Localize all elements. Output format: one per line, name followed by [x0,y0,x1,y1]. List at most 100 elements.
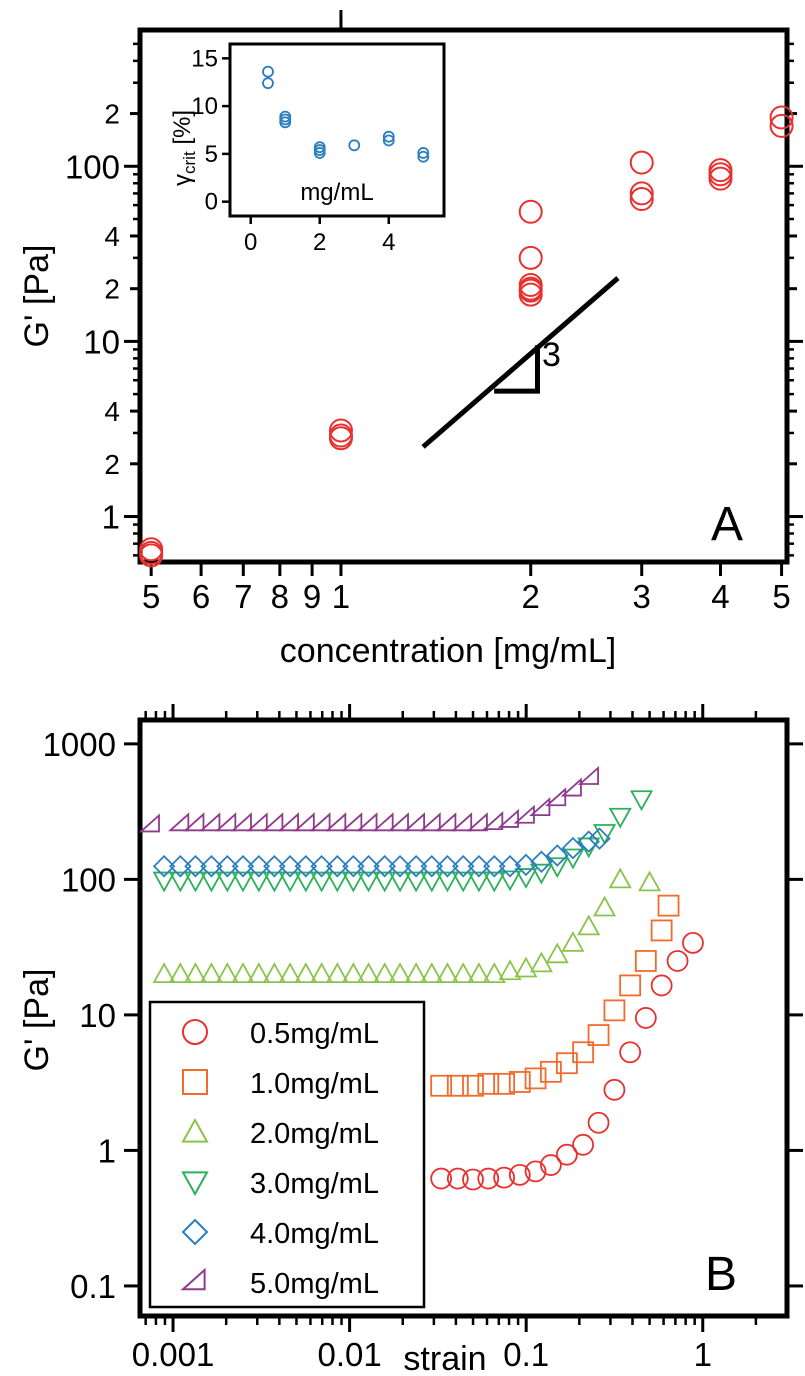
panel-b-point [340,812,363,832]
panel-b-point [498,959,522,981]
panel-b-point [199,962,223,984]
panel-a-y-tick-label: 4 [104,396,120,427]
legend-label: 2.0mg/mL [250,1118,379,1150]
panel-b-point [544,787,567,807]
panel-b-point [214,812,237,832]
panel-b-points [138,765,704,1191]
legend-marker [182,1069,208,1095]
panel-a-point [139,537,164,562]
panel-b-point [199,871,223,893]
inset-point [417,147,430,159]
panel-b-point [278,962,302,984]
panel-a-y-axis-label: G' [Pa] [18,245,56,348]
panel-a-y-tick-label: 2 [104,99,120,130]
inset-y-label-sub: crit [180,151,199,174]
panel-b-point [404,962,428,984]
panel-b-point [493,1072,516,1095]
panel-b-point [167,812,190,832]
panel-a-x-tick-label: 4 [711,578,729,615]
panel-b-point [629,790,654,812]
panel-a-point [328,418,353,443]
panel-b-point [466,812,488,832]
panel-b-x-tick-label: 0.001 [132,1336,215,1373]
panel-b-point [215,962,239,984]
panel-a-slope-annotation [421,276,620,449]
panel-b-point [650,974,673,997]
panel-b-point [262,962,286,984]
panel-b-point [373,871,397,893]
panel-b-y-tick-label: 10 [79,997,116,1034]
panel-b-point [634,1007,657,1029]
panel-b-point [514,868,538,889]
panel-b-point [387,812,409,832]
slope-triangle [494,345,540,394]
slope-label: 3 [542,336,561,374]
panel-b-point [467,854,491,878]
panel-b-point [587,1024,610,1046]
panel-b-point [325,962,349,984]
panel-b-point [493,1166,516,1189]
panel-b-point [435,871,459,893]
panel-b-point [183,962,208,984]
panel-b-point [481,811,504,831]
inset-y-tick-label: 5 [205,141,218,168]
panel-a-point [708,158,733,183]
panel-b-point [572,1133,594,1156]
inset-point [348,139,361,152]
panel-b-point [619,974,642,997]
inset-points [262,65,430,163]
panel-b-point [682,931,704,954]
panel-b-point [294,871,318,893]
inset-y-axis-label: γcrit [%] [169,110,199,186]
panel-b-point [561,836,585,860]
panel-b-point [657,894,680,917]
panel-b-x-tick-label: 0.1 [503,1336,549,1373]
panel-b-y-axis-label: G' [Pa] [18,969,56,1072]
panel-b-point [356,812,378,832]
panel-b-point [508,1071,531,1093]
legend-box [148,1000,426,1309]
panel-a-x-tick-label: 5 [772,578,790,615]
panel-a-point [518,272,543,297]
panel-a-label: A [711,498,743,551]
panel-b-point [168,962,192,984]
panel-b-point [169,854,192,878]
panel-b-ticks: 0.001 0.01 0.1 1 0.1 1 10 100 1000 [43,704,803,1373]
panel-b-point [539,1154,562,1176]
panel-b-y-tick-label: 1 [98,1132,116,1169]
panel-b-point [342,854,365,878]
inset-x-axis-label: mg/mL [300,179,373,206]
inset-x-tick-label: 2 [313,229,326,256]
panel-b-point [247,962,271,984]
panel-b-point [451,962,475,984]
panel-a-y-tick-label: 1 [102,499,120,536]
panel-b-point [477,1072,500,1095]
panel-b-point [183,871,208,893]
panel-b-point [419,812,441,832]
panel-b-point [310,854,333,878]
panel-b-point [373,962,397,984]
inset-point [262,77,274,90]
panel-b-point [608,807,632,829]
panel-a-x-tick-label: 1 [332,578,350,615]
panel-b-point [262,871,286,893]
panel-b-label: B [705,1248,737,1301]
panel-b-point [388,871,412,893]
inset-chart: 0 2 4 0 5 10 15 mg/mL γcrit [%] [169,42,446,256]
panel-b-point [577,914,601,936]
panel-b-point [357,871,381,893]
panel-a-point [629,187,654,212]
panel-b-point [497,808,519,828]
panel-a-y-tick-label: 10 [83,323,120,360]
panel-b-point [152,871,176,893]
panel-b-point [310,962,334,984]
panel-a-x-tick-label: 5 [142,578,160,615]
panel-b-point [467,871,491,893]
panel-b-point [577,830,600,853]
panel-b-point [530,850,553,873]
panel-b-point [587,1111,610,1134]
panel-a-x-tick-label: 6 [192,578,210,615]
panel-a-point [518,199,543,224]
